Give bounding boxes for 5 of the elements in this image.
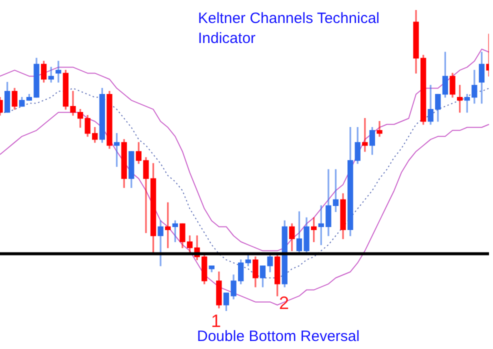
text: Double Bottom Reversal [197,328,360,345]
candlestick [376,121,382,137]
annotation: 1 [211,311,222,331]
text: Keltner Channels Technical Indicator [198,9,381,49]
candlestick [362,118,368,152]
